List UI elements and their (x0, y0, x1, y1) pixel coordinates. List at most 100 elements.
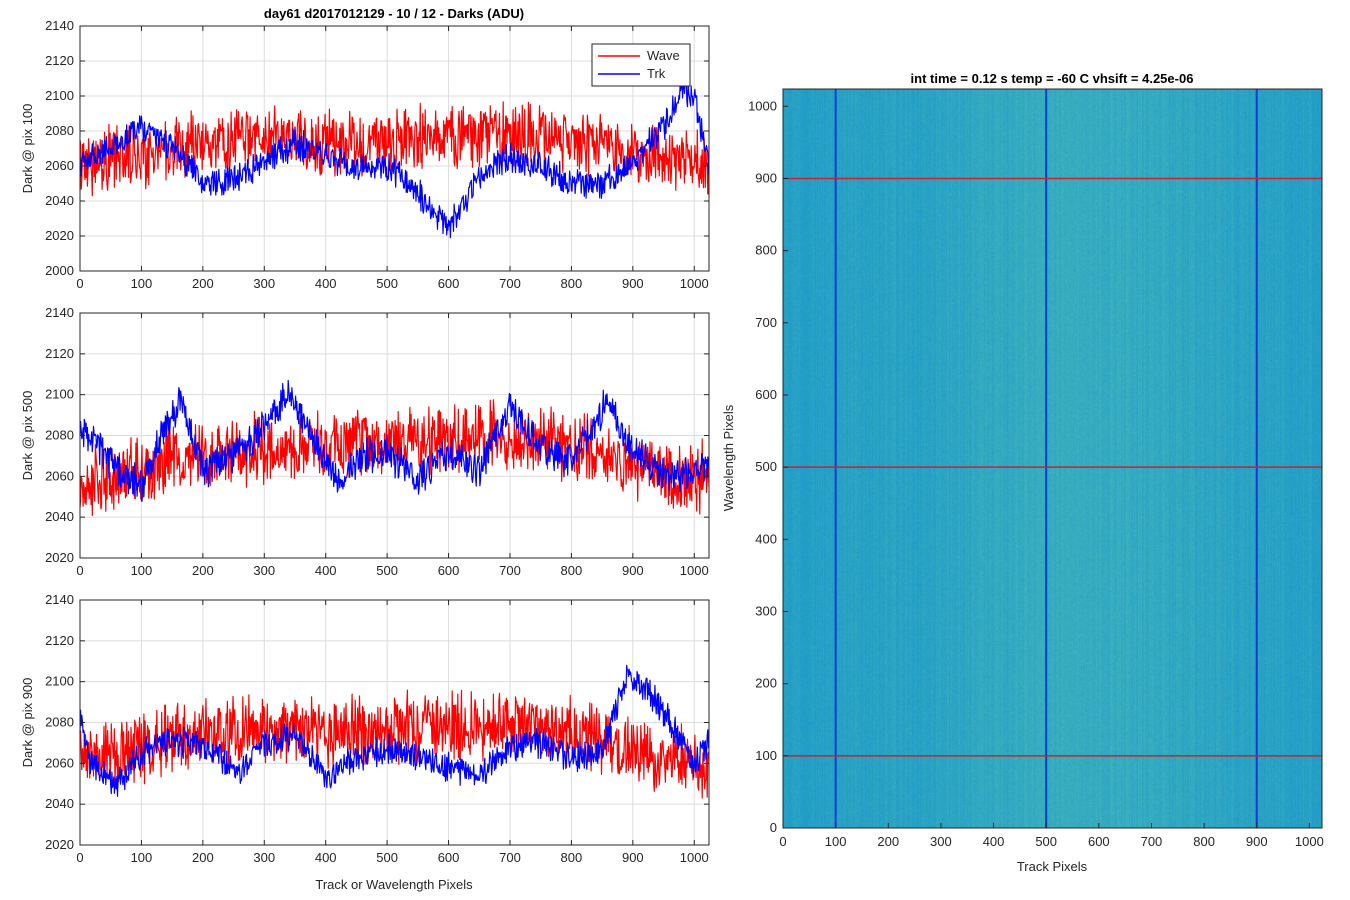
x-tick-label: 800 (561, 276, 583, 291)
y-axis-label: Dark @ pix 100 (20, 104, 35, 194)
legend-label-trk: Trk (647, 66, 666, 81)
x-tick-label: 400 (315, 276, 337, 291)
x-tick-label: 900 (622, 276, 644, 291)
x-tick-label: 1000 (680, 563, 709, 578)
x-tick-label: 1000 (1295, 834, 1324, 849)
x-tick-label: 300 (930, 834, 952, 849)
x-tick-label: 200 (192, 276, 214, 291)
x-tick-label: 900 (1246, 834, 1268, 849)
series-line-trk (79, 664, 710, 797)
x-tick-label: 1000 (680, 850, 709, 865)
y-tick-label: 200 (755, 676, 777, 691)
legend-label-wave: Wave (647, 48, 680, 63)
heatmap-axes: 0 100 200 300 400 500 600 700 800 900 1000 0 100 200 3… (748, 88, 1324, 849)
x-tick-label: 0 (76, 850, 83, 865)
y-tick-label: 2100 (45, 674, 74, 689)
y-tick-label: 900 (755, 170, 777, 185)
x-tick-label: 600 (438, 850, 460, 865)
x-tick-label: 400 (315, 563, 337, 578)
x-tick-label: 0 (76, 563, 83, 578)
y-axis-label: Dark @ pix 900 (20, 678, 35, 768)
heatmap-axes-box (782, 88, 1323, 829)
axes-box (79, 25, 710, 272)
x-tick-label: 200 (192, 563, 214, 578)
x-tick-label: 800 (561, 850, 583, 865)
y-tick-label: 2000 (45, 263, 74, 278)
y-tick-label: 400 (755, 531, 777, 546)
y-tick-label: 2060 (45, 468, 74, 483)
y-tick-label: 100 (755, 748, 777, 763)
y-tick-label: 2140 (45, 305, 74, 320)
heatmap-plot: int time = 0.12 s temp = -60 C vhsift = … (721, 71, 1324, 874)
x-tick-label: 600 (1088, 834, 1110, 849)
y-tick-label: 2020 (45, 550, 74, 565)
x-tick-label: 700 (499, 563, 521, 578)
y-tick-label: 2120 (45, 53, 74, 68)
x-tick-label: 300 (253, 563, 275, 578)
x-tick-label: 900 (622, 850, 644, 865)
x-tick-label: 500 (1035, 834, 1057, 849)
y-tick-label: 2120 (45, 346, 74, 361)
y-tick-label: 700 (755, 315, 777, 330)
x-tick-label: 800 (561, 563, 583, 578)
y-tick-label: 1000 (748, 98, 777, 113)
x-tick-label: 100 (131, 850, 153, 865)
x-tick-label: 500 (376, 563, 398, 578)
y-tick-label: 2040 (45, 509, 74, 524)
y-tick-label: 2100 (45, 88, 74, 103)
x-tick-label: 500 (376, 850, 398, 865)
x-tick-label: 400 (983, 834, 1005, 849)
y-tick-label: 2100 (45, 387, 74, 402)
x-tick-label: 900 (622, 563, 644, 578)
y-tick-label: 2140 (45, 18, 74, 33)
x-tick-label: 100 (131, 276, 153, 291)
x-tick-label: 100 (825, 834, 847, 849)
line-plot-pix-100: 0 100 200 300 400 500 600 700 800 900 1000 2000 2020… (20, 18, 710, 291)
x-tick-label: 200 (192, 850, 214, 865)
x-tick-label: 800 (1193, 834, 1215, 849)
heatmap-title: int time = 0.12 s temp = -60 C vhsift = … (911, 71, 1194, 86)
y-tick-label: 2120 (45, 633, 74, 648)
x-tick-label: 300 (253, 850, 275, 865)
y-tick-label: 800 (755, 243, 777, 258)
x-tick-label: 300 (253, 276, 275, 291)
figure-title: day61 d2017012129 - 10 / 12 - Darks (ADU… (264, 6, 524, 21)
heatmap-image-wrapper (783, 89, 1322, 828)
x-tick-label: 700 (499, 276, 521, 291)
x-tick-label: 500 (376, 276, 398, 291)
y-tick-label: 600 (755, 387, 777, 402)
y-tick-label: 0 (770, 820, 777, 835)
x-tick-label: 1000 (680, 276, 709, 291)
y-tick-label: 300 (755, 603, 777, 618)
legend-box (591, 43, 691, 87)
y-tick-label: 2020 (45, 837, 74, 852)
x-tick-label: 600 (438, 563, 460, 578)
shared-x-axis-label: Track or Wavelength Pixels (315, 877, 473, 892)
series-line-wave (79, 399, 710, 517)
line-plot-pix-500: 0 100 200 300 400 500 600 700 800 900 1000 2020 2040… (20, 305, 710, 578)
x-tick-label: 700 (499, 850, 521, 865)
y-tick-label: 2080 (45, 715, 74, 730)
y-tick-label: 2020 (45, 228, 74, 243)
y-tick-label: 500 (755, 459, 777, 474)
y-axis-label: Dark @ pix 500 (20, 391, 35, 481)
heatmap-x-axis-label: Track Pixels (1017, 859, 1088, 874)
x-tick-label: 600 (438, 276, 460, 291)
y-tick-label: 2080 (45, 123, 74, 138)
y-tick-label: 2040 (45, 193, 74, 208)
y-tick-label: 2080 (45, 428, 74, 443)
x-tick-label: 700 (1141, 834, 1163, 849)
heatmap-y-axis-label: Wavelength Pixels (721, 404, 736, 511)
x-tick-label: 0 (76, 276, 83, 291)
series-line-trk (79, 77, 710, 239)
y-tick-label: 2060 (45, 755, 74, 770)
x-tick-label: 100 (131, 563, 153, 578)
series-line-trk (79, 379, 710, 502)
y-tick-label: 2060 (45, 158, 74, 173)
y-tick-label: 2040 (45, 796, 74, 811)
x-tick-label: 200 (877, 834, 899, 849)
line-plot-pix-900: 0 100 200 300 400 500 600 700 800 900 1000 2020 2040… (20, 592, 710, 865)
x-tick-label: 0 (779, 834, 786, 849)
y-tick-label: 2140 (45, 592, 74, 607)
